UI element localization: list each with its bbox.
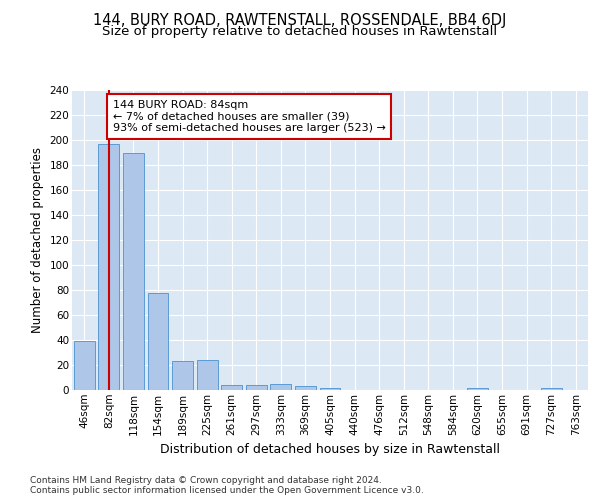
- Bar: [172, 361, 193, 390]
- Bar: [541, 388, 562, 390]
- Text: Contains public sector information licensed under the Open Government Licence v3: Contains public sector information licen…: [30, 486, 424, 495]
- Bar: [467, 388, 488, 390]
- X-axis label: Distribution of detached houses by size in Rawtenstall: Distribution of detached houses by size …: [160, 443, 500, 456]
- Bar: [271, 384, 292, 390]
- Text: 144, BURY ROAD, RAWTENSTALL, ROSSENDALE, BB4 6DJ: 144, BURY ROAD, RAWTENSTALL, ROSSENDALE,…: [94, 12, 506, 28]
- Bar: [221, 385, 242, 390]
- Bar: [123, 152, 144, 390]
- Bar: [74, 341, 95, 390]
- Bar: [320, 388, 340, 390]
- Bar: [148, 292, 169, 390]
- Text: 144 BURY ROAD: 84sqm
← 7% of detached houses are smaller (39)
93% of semi-detach: 144 BURY ROAD: 84sqm ← 7% of detached ho…: [113, 100, 385, 133]
- Text: Contains HM Land Registry data © Crown copyright and database right 2024.: Contains HM Land Registry data © Crown c…: [30, 476, 382, 485]
- Y-axis label: Number of detached properties: Number of detached properties: [31, 147, 44, 333]
- Bar: [246, 385, 267, 390]
- Text: Size of property relative to detached houses in Rawtenstall: Size of property relative to detached ho…: [103, 25, 497, 38]
- Bar: [295, 386, 316, 390]
- Bar: [98, 144, 119, 390]
- Bar: [197, 360, 218, 390]
